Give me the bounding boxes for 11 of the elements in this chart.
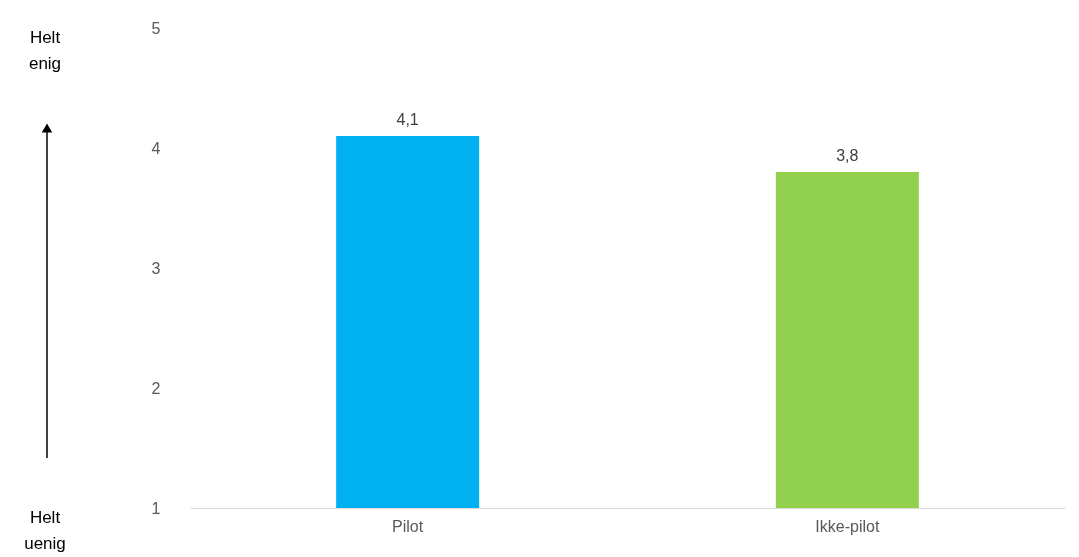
x-tick-label: Ikke-pilot (815, 517, 880, 535)
x-tick-label: Pilot (392, 517, 424, 535)
y-tick-label: 5 (151, 19, 161, 37)
y-tick-label: 4 (151, 139, 161, 157)
y-tick-label: 2 (151, 379, 161, 397)
text: Helt uenig (24, 508, 66, 553)
data-label: 4,1 (396, 111, 419, 128)
data-label: 3,8 (836, 147, 859, 164)
y-tick-label: 3 (151, 259, 161, 277)
text: Helt enig (28, 28, 62, 73)
y-tick-label: 1 (151, 499, 161, 517)
